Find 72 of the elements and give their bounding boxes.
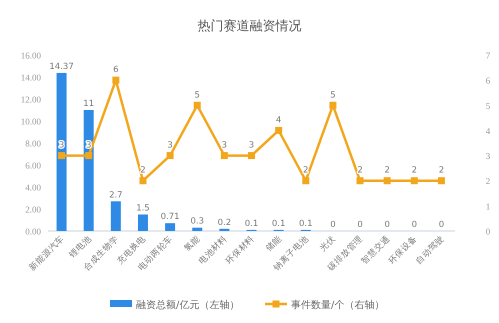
data-label: 2: [412, 166, 418, 176]
y2-tick-label: 7: [486, 50, 491, 60]
x-tick-label: 氢能: [182, 233, 202, 254]
data-label: 0: [384, 220, 390, 230]
y-tick-label: 6.00: [25, 160, 42, 170]
point: [438, 177, 445, 184]
data-label: 0: [357, 220, 363, 230]
y-tick-label: 4.00: [25, 182, 42, 192]
data-label: 0.3: [190, 216, 204, 227]
y-tick-label: 12.00: [20, 94, 42, 104]
data-label: 0.1: [272, 218, 286, 229]
y2-tick-label: 2: [486, 176, 490, 186]
data-label: 2.7: [109, 190, 123, 200]
bar: [110, 201, 121, 231]
point: [248, 152, 255, 160]
data-label: 3: [58, 140, 64, 151]
data-label: 6: [113, 65, 119, 76]
y-tick-label: 2.00: [25, 204, 42, 214]
y-tick-label: 16.00: [20, 50, 42, 60]
point: [384, 177, 391, 184]
chart-title: 热门赛道融资情况: [198, 18, 302, 34]
data-label: 0: [438, 220, 444, 230]
data-label: 11: [83, 99, 94, 109]
point: [85, 152, 92, 160]
point: [139, 177, 146, 184]
data-label: 4: [276, 115, 282, 126]
point: [275, 126, 282, 134]
point: [194, 102, 201, 109]
data-label: 5: [194, 90, 200, 100]
point: [302, 177, 310, 184]
data-label: 0.1: [299, 218, 313, 229]
y2-tick-label: 6: [486, 76, 491, 86]
point: [329, 102, 336, 109]
y-tick-label: 14.00: [20, 72, 42, 82]
y2-tick-label: 3: [486, 151, 491, 162]
data-label: 1.5: [136, 204, 150, 214]
legend-label: 融资总额/亿元（左轴）: [136, 299, 240, 311]
data-label: 0: [412, 220, 418, 230]
y2-tick-label: 5: [486, 100, 491, 111]
data-label: 3: [222, 140, 228, 151]
data-label: 2: [303, 166, 308, 176]
bar: [56, 72, 67, 231]
data-label: 0: [330, 220, 336, 230]
bar: [192, 228, 202, 231]
y-tick-label: 10.00: [20, 116, 42, 126]
y2-tick-label: 4: [486, 126, 491, 136]
point: [220, 152, 228, 160]
point: [166, 152, 174, 160]
data-label: 3: [167, 140, 173, 151]
data-label: 2: [438, 166, 444, 176]
bar: [165, 223, 176, 231]
data-label: 0.1: [244, 218, 258, 229]
data-label: 3: [86, 140, 92, 151]
data-label: 5: [330, 90, 336, 100]
bar: [138, 214, 148, 231]
y2-tick-label: 1: [486, 201, 490, 212]
data-label: 0.71: [160, 212, 180, 222]
x-tick-label: 光伏: [318, 233, 338, 254]
point: [356, 177, 364, 184]
data-label: 2: [357, 166, 363, 176]
data-label: 2: [384, 166, 390, 176]
point: [112, 76, 120, 84]
point: [58, 152, 66, 160]
x-tick-label: 储能: [263, 233, 284, 254]
data-label: 14.37: [49, 62, 74, 72]
point: [410, 177, 418, 184]
legend-label: 事件数量/个（右轴）: [291, 299, 384, 311]
y-tick-label: 8.00: [25, 138, 42, 148]
data-label: 3: [248, 140, 254, 151]
bar: [84, 110, 94, 231]
y2-tick-label: 0: [486, 226, 491, 236]
data-label: 0.2: [218, 218, 232, 228]
